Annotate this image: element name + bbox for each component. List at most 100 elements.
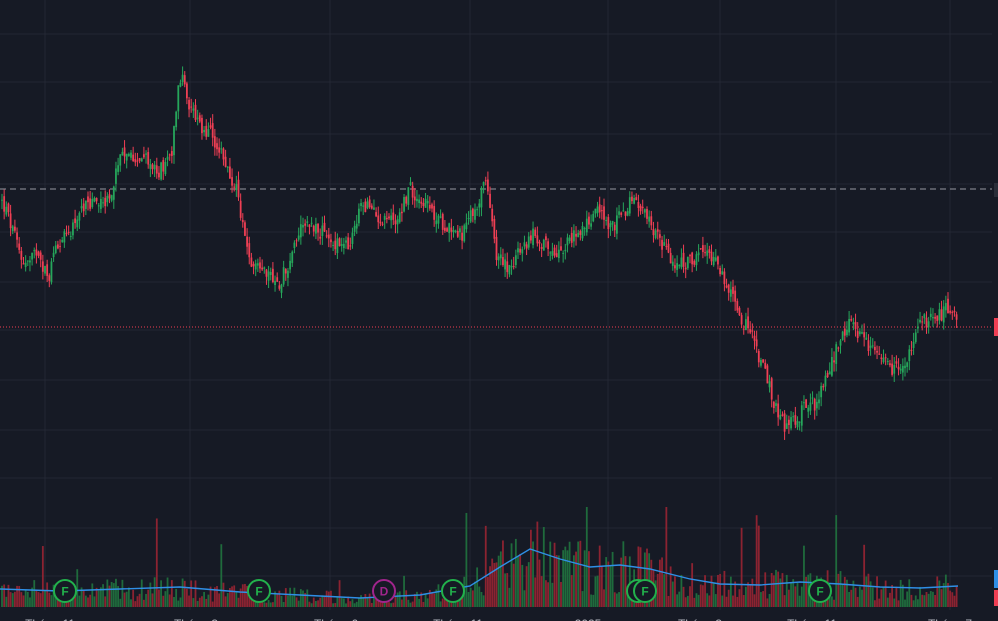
candle-body: [226, 166, 229, 168]
volume-bar: [244, 583, 246, 607]
event-circle: [53, 579, 77, 603]
volume-bar: [889, 592, 891, 607]
candle-body: [44, 265, 46, 274]
candle-body: [628, 197, 631, 214]
candle-body: [439, 216, 442, 218]
volume-bar: [947, 583, 949, 607]
volume-bar: [622, 541, 625, 607]
volume-bar: [663, 574, 666, 607]
volume-bar: [583, 550, 586, 607]
candle-body: [136, 160, 139, 162]
candle-body: [525, 244, 528, 249]
event-marker-D[interactable]: D: [372, 579, 396, 603]
volume-bar: [944, 574, 947, 607]
x-tick-label: Tháng 7: [928, 617, 972, 621]
x-tick-label: 2025: [575, 617, 602, 621]
event-marker-F[interactable]: F: [53, 579, 77, 603]
candle-body: [542, 239, 545, 251]
volume-bar: [272, 602, 274, 607]
candle-body: [674, 265, 676, 269]
volume-bar: [757, 525, 760, 607]
candle-body: [878, 353, 881, 355]
candle-body: [471, 208, 474, 217]
candle-body: [764, 362, 767, 369]
volume-bar: [325, 590, 328, 607]
candle-body: [656, 229, 659, 232]
event-circle: [372, 579, 396, 603]
volume-bar: [308, 601, 311, 607]
candle-body: [179, 82, 182, 87]
volume-bar: [76, 569, 79, 607]
candle-body: [368, 199, 371, 208]
volume-bar: [697, 594, 700, 607]
volume-bar: [29, 597, 31, 607]
candle-body: [521, 249, 524, 254]
candle-body: [467, 218, 470, 220]
volume-bar: [407, 599, 410, 607]
volume-bar: [605, 557, 608, 607]
candle-body: [213, 136, 216, 148]
volume-bar: [168, 594, 171, 607]
volume-bar: [609, 565, 612, 607]
volume-bar: [695, 593, 698, 607]
volume-bar: [908, 579, 911, 607]
volume-bar: [523, 590, 526, 607]
candle-body: [342, 243, 345, 249]
volume-bar: [803, 545, 805, 607]
candle-body: [465, 222, 468, 230]
volume-bar: [437, 584, 440, 607]
candle-body: [947, 298, 949, 314]
candle-body: [78, 212, 81, 221]
candle-body: [800, 405, 803, 426]
candle-body: [248, 243, 251, 258]
volume-bar: [891, 584, 893, 607]
candle-body: [577, 232, 580, 238]
candle-body: [585, 218, 588, 233]
event-marker-F[interactable]: F: [247, 579, 271, 603]
volume-bar: [725, 596, 728, 607]
volume-bar: [553, 542, 556, 607]
candle-body: [396, 219, 399, 225]
candle-body: [570, 232, 573, 243]
volume-bar: [89, 594, 92, 607]
candle-body: [82, 203, 85, 212]
volume-bar: [276, 593, 279, 607]
volume-bar: [689, 586, 691, 607]
candle-body: [104, 197, 107, 207]
candle-body: [603, 206, 605, 220]
candle-body: [499, 254, 502, 259]
volume-bar: [398, 591, 401, 607]
volume-bar: [149, 582, 152, 607]
event-markers[interactable]: FFDFFFF: [53, 579, 832, 603]
candle-body: [514, 255, 517, 265]
event-marker-F[interactable]: F: [441, 579, 465, 603]
candle-body: [667, 243, 670, 253]
candle-body: [880, 357, 883, 359]
x-tick-label: Tháng 11: [787, 617, 837, 621]
volume-bar: [901, 584, 904, 607]
candle-body: [366, 201, 369, 209]
volume-bar: [370, 602, 373, 607]
volume-bar: [194, 580, 197, 607]
candle-body: [353, 225, 356, 232]
event-marker-F[interactable]: F: [808, 579, 832, 603]
candle-body: [648, 216, 651, 222]
candle-body: [160, 162, 162, 180]
volume-bar: [478, 586, 481, 607]
candle-body: [747, 316, 749, 329]
candle-body: [420, 201, 423, 204]
event-marker-F[interactable]: F: [633, 579, 657, 603]
candle-body: [938, 309, 941, 321]
candle-body: [661, 239, 663, 250]
event-circle: [808, 579, 832, 603]
volume-bar: [452, 601, 455, 607]
candle-body: [334, 240, 337, 250]
candle-body: [530, 235, 532, 241]
volume-bar: [84, 595, 87, 607]
candle-body: [815, 401, 818, 409]
candle-body: [203, 129, 205, 133]
volume-bar: [11, 593, 14, 607]
volume-bar: [542, 527, 545, 607]
volume-bar: [201, 596, 203, 607]
candle-body: [869, 345, 872, 348]
